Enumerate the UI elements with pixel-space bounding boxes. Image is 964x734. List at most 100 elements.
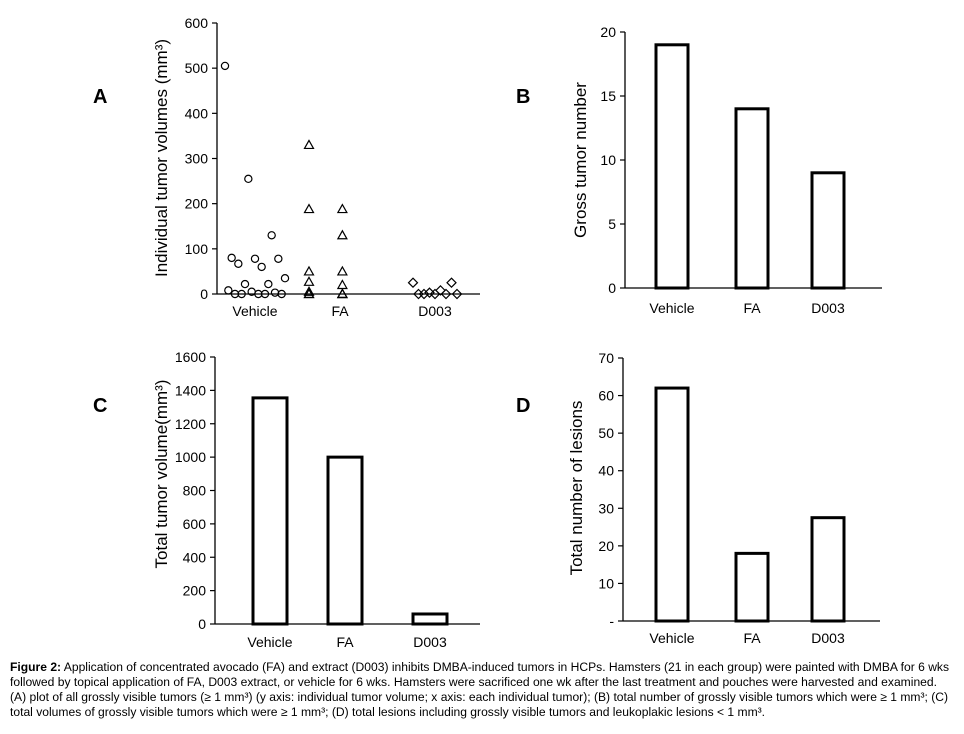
panel-c-y-tick-label: 200 [183,583,207,599]
panel-d-x-tick-label: D003 [811,630,845,646]
panel-b-bar [810,171,846,290]
panel-d: D Total number of lesions - 10 20 30 40 50 60 7… [516,350,880,646]
panel-b-y-tick-label: 20 [600,24,616,40]
panel-c-y-tick-label: 800 [183,483,207,499]
panel-a-point-triangle [336,265,348,276]
panel-a-point-circle [270,288,280,297]
panel-b-x-tick-label: D003 [811,300,845,316]
panel-d-y-tick-label: 60 [598,388,614,404]
caption-label: Figure 2: [10,660,62,674]
panel-a-x-tick-label: Vehicle [232,303,277,319]
panel-a-y-tick-label: 300 [185,151,209,167]
panel-c-y-tick-label: 0 [198,616,206,632]
panel-c-y-tick-label: 1600 [175,349,206,365]
panel-a-plot: 0 100 200 300 400 500 600 Vehicle FA D003 [185,15,480,319]
panel-d-y-tick-label: 40 [598,463,614,479]
panel-c-y-tick-label: 600 [183,516,207,532]
panel-c-y-tick-label: 1200 [175,416,206,432]
panel-a-point-triangle [336,229,348,240]
panel-c-y-tick-label: 400 [183,549,207,565]
panel-d-y-tick-label: 70 [598,350,614,366]
panel-a-point-diamond [429,288,441,300]
figure-caption: Figure 2: Application of concentrated av… [10,660,956,720]
panel-d-y-tick-label: 30 [598,500,614,516]
panel-a-point-circle [224,286,233,295]
panel-b-y-tick-label: 10 [600,152,616,168]
panel-d-y-axis-label: Total number of lesions [567,401,586,576]
panel-a-point-circle [274,254,283,263]
panel-b-y-tick-label: 15 [600,88,616,104]
panel-d-bar [734,551,770,623]
panel-a-point-triangle [303,203,315,214]
panel-c-x-tick-label: Vehicle [247,634,292,650]
panel-a-point-circle [244,174,253,184]
panel-a: A Individual tumor volumes (mm³) 0 100 200… [93,15,480,319]
panel-a-point-triangle [336,203,348,214]
panel-a-point-triangle [303,265,315,276]
panel-c-x-tick-label: D003 [413,634,447,650]
panel-b-y-tick-label: 0 [608,280,616,296]
panel-a-point-circle [257,262,266,272]
panel-a-point-circle [220,61,230,71]
panel-d-x-tick-label: Vehicle [649,630,694,646]
panel-c-x-tick-label: FA [336,634,354,650]
panel-b-bar [734,107,770,290]
panel-a-x-tick-label: FA [331,303,349,319]
panel-b-plot: 0 5 10 15 20 Vehicle FA D003 [600,24,882,316]
panel-c-bar [326,455,364,626]
panel-c-y-tick-label: 1000 [175,449,206,465]
panel-b-y-tick-label: 5 [608,216,616,232]
panel-d-y-tick-label: - [609,613,614,629]
panel-a-point-triangle [303,288,315,299]
panel-c-y-tick-label: 1400 [175,382,206,398]
panel-b-bar [654,43,690,290]
panel-c-plot: 0 200 400 600 800 1000 1200 1400 1600 Vehicle FA D0… [175,349,480,650]
panel-a-point-circle [237,289,246,299]
panel-a-point-triangle [303,286,315,296]
panel-a-point-circle [280,273,290,283]
panel-b: B Gross tumor number 0 5 10 15 20 Vehicle FA D0… [516,24,882,316]
panel-a-point-diamond [435,285,446,296]
panel-a-point-circle [277,289,286,299]
panel-a-point-diamond [451,288,463,300]
panel-d-bar [810,516,846,623]
panel-a-y-tick-label: 500 [185,60,209,76]
panel-d-y-tick-label: 50 [598,425,614,441]
panel-d-bar [654,386,690,623]
panel-d-plot: - 10 20 30 40 50 60 70 Vehicle FA D003 [598,350,880,646]
panel-d-y-tick-label: 20 [598,538,614,554]
panel-c-y-axis-label: Total tumor volume(mm³) [152,380,171,569]
panel-a-point-diamond [418,288,430,300]
panel-c-letter: C [93,395,107,417]
panel-a-y-tick-label: 0 [200,286,208,302]
caption-text: Application of concentrated avocado (FA)… [10,660,950,719]
panel-b-y-axis-label: Gross tumor number [571,82,590,238]
panel-a-y-tick-label: 200 [185,196,209,212]
panel-d-y-tick-label: 10 [598,575,614,591]
panel-a-point-circle [227,253,236,263]
panel-b-x-tick-label: FA [743,300,761,316]
panel-a-point-triangle [303,276,315,286]
panel-c-bar [411,612,449,626]
panel-a-point-triangle [303,139,315,150]
panel-d-letter: D [516,395,530,417]
panel-a-point-diamond [440,288,452,300]
panel-c-bar [251,396,289,626]
panel-a-y-tick-label: 100 [185,241,209,257]
panel-a-point-circle [260,289,270,299]
panel-a-point-circle [234,259,243,268]
panel-a-point-circle [240,279,250,289]
panel-a-y-axis-label: Individual tumor volumes (mm³) [152,39,171,277]
panel-a-y-tick-label: 600 [185,15,209,31]
panel-a-point-circle [264,279,273,289]
panel-c: C Total tumor volume(mm³) 0 200 400 600 800 1… [93,349,480,650]
panel-a-point-circle [250,254,260,263]
panel-a-point-diamond [446,277,457,289]
panel-a-point-diamond [407,277,419,289]
panel-a-point-circle [267,231,276,240]
panel-a-y-tick-label: 400 [185,105,209,121]
panel-a-letter: A [93,86,107,108]
figure: A Individual tumor volumes (mm³) 0100200… [93,15,882,650]
panel-a-point-triangle [336,279,348,290]
panel-a-point-triangle [336,288,348,299]
